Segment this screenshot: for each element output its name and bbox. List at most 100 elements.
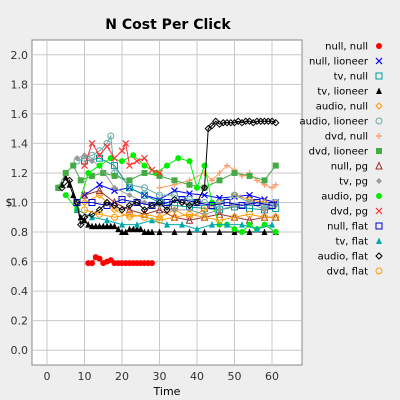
data-point [137, 225, 144, 233]
data-point [239, 172, 245, 179]
legend-marker [375, 117, 383, 125]
legend-label: tv, lioneer [317, 87, 369, 98]
data-point [209, 177, 215, 184]
data-point [141, 154, 148, 162]
series-line [159, 164, 277, 189]
data-point [115, 225, 122, 233]
y-tick-label: 1.6 [11, 108, 29, 121]
data-point [111, 213, 118, 221]
legend-marker [375, 207, 383, 215]
data-point [164, 162, 170, 169]
data-point [126, 162, 133, 169]
data-point [216, 169, 223, 176]
data-point [119, 221, 125, 228]
data-point [149, 260, 155, 267]
data-point [125, 205, 134, 214]
data-point [216, 228, 223, 236]
data-point [272, 162, 279, 169]
data-point [175, 155, 182, 162]
data-point [130, 152, 137, 159]
y-tick-label: 0.0 [11, 344, 29, 357]
data-point [141, 213, 148, 221]
legend-label: audio, pg [321, 192, 368, 203]
legend-marker [375, 57, 383, 65]
data-point [201, 213, 208, 221]
data-point [74, 155, 80, 162]
data-point [253, 199, 261, 206]
legend-marker [376, 178, 382, 184]
legend-marker [376, 193, 382, 199]
x-tick-label: 30 [153, 370, 167, 383]
data-point [95, 185, 104, 195]
data-point [268, 201, 276, 209]
data-point [224, 221, 230, 228]
legend-item: null, flat [327, 222, 383, 233]
x-tick-label: 50 [228, 370, 242, 383]
data-point [171, 228, 178, 236]
data-point [201, 199, 208, 206]
data-point [85, 169, 92, 176]
data-point [272, 181, 279, 188]
data-point [125, 201, 134, 210]
y-tick-label: 1.4 [11, 137, 29, 150]
data-point [80, 213, 89, 221]
legend-item: null, null [325, 42, 382, 53]
y-tick-label: 0.4 [11, 285, 29, 298]
legend-item: tv, lioneer [317, 87, 382, 98]
data-point [110, 206, 119, 214]
data-point [133, 198, 141, 207]
data-point [77, 177, 84, 184]
data-point [156, 228, 163, 236]
data-point [261, 177, 268, 184]
data-point [171, 177, 178, 184]
data-point [96, 210, 103, 218]
data-point [185, 201, 194, 210]
data-point [80, 190, 89, 199]
data-point [186, 158, 193, 165]
legend-marker [376, 87, 382, 94]
data-point [246, 228, 253, 236]
series-line [76, 154, 276, 215]
legend-label: null, null [325, 42, 368, 53]
data-point [238, 119, 246, 127]
legend-item: dvd, pg [330, 207, 383, 218]
data-point [231, 213, 238, 221]
data-point [156, 169, 163, 177]
data-point [261, 213, 268, 221]
legend-marker [376, 148, 382, 154]
data-point [141, 191, 148, 199]
legend-item: tv, flat [335, 237, 382, 248]
data-point [201, 191, 208, 199]
data-point [231, 191, 238, 199]
data-point [179, 221, 185, 228]
data-point [272, 229, 279, 236]
legend-label: audio, lioneer [300, 117, 369, 128]
data-point [77, 220, 85, 229]
data-point [246, 191, 253, 199]
data-point [155, 205, 164, 214]
data-point [178, 198, 186, 207]
data-point [216, 216, 223, 224]
data-point [141, 169, 148, 176]
data-point [231, 226, 238, 233]
data-point [55, 184, 62, 191]
data-point [208, 201, 216, 209]
data-point [194, 184, 200, 191]
data-point [208, 121, 216, 130]
data-point [141, 162, 148, 169]
data-point [111, 184, 118, 191]
y-tick-label: 1.0 [11, 197, 29, 210]
legend-label: audio, flat [318, 252, 368, 263]
data-point [164, 221, 170, 228]
data-point [111, 222, 118, 230]
data-point [103, 198, 111, 207]
x-tick-label: 20 [115, 370, 129, 383]
data-point [186, 210, 193, 218]
data-point [65, 176, 74, 185]
data-point [126, 192, 133, 199]
data-point [212, 117, 220, 125]
data-point [223, 199, 231, 206]
legend-marker [376, 133, 382, 139]
data-point [73, 198, 81, 207]
data-point [272, 119, 280, 127]
